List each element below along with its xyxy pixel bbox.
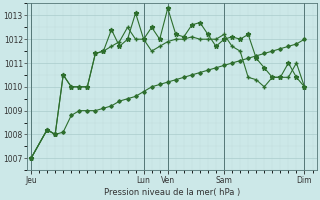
X-axis label: Pression niveau de la mer( hPa ): Pression niveau de la mer( hPa ) [104,188,240,197]
